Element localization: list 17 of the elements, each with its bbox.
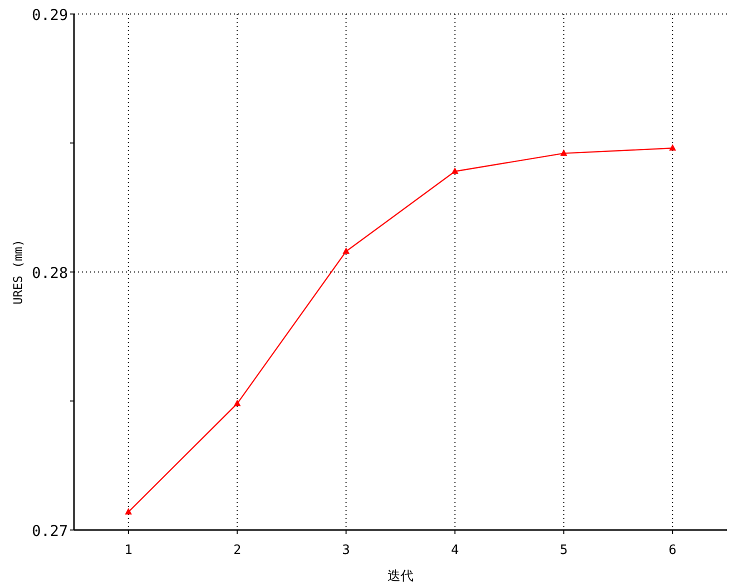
point — [342, 247, 350, 254]
y-tick-label: 0.27 — [32, 522, 68, 540]
x-tick-label: 5 — [560, 543, 568, 558]
point — [669, 144, 676, 151]
x-tick-label: 1 — [124, 543, 132, 558]
x-tick-label: 3 — [342, 543, 350, 558]
y-tick-label: 0.29 — [32, 6, 68, 24]
x-tick-label: 6 — [668, 543, 676, 558]
y-axis-title: URES (mm) — [11, 239, 25, 305]
point — [234, 400, 241, 406]
point — [560, 149, 568, 156]
x-axis-title: 迭代 — [388, 569, 414, 584]
x-tick-label: 4 — [451, 543, 460, 558]
y-tick-label: 0.28 — [32, 264, 68, 282]
point — [124, 508, 132, 514]
x-tick-label: 2 — [233, 543, 242, 558]
point — [451, 167, 458, 174]
